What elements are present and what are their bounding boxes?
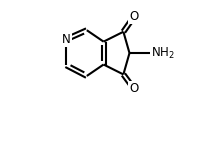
Text: O: O [129,82,139,95]
Text: O: O [129,10,139,23]
Text: N: N [62,33,71,46]
Text: NH$_2$: NH$_2$ [151,46,175,61]
